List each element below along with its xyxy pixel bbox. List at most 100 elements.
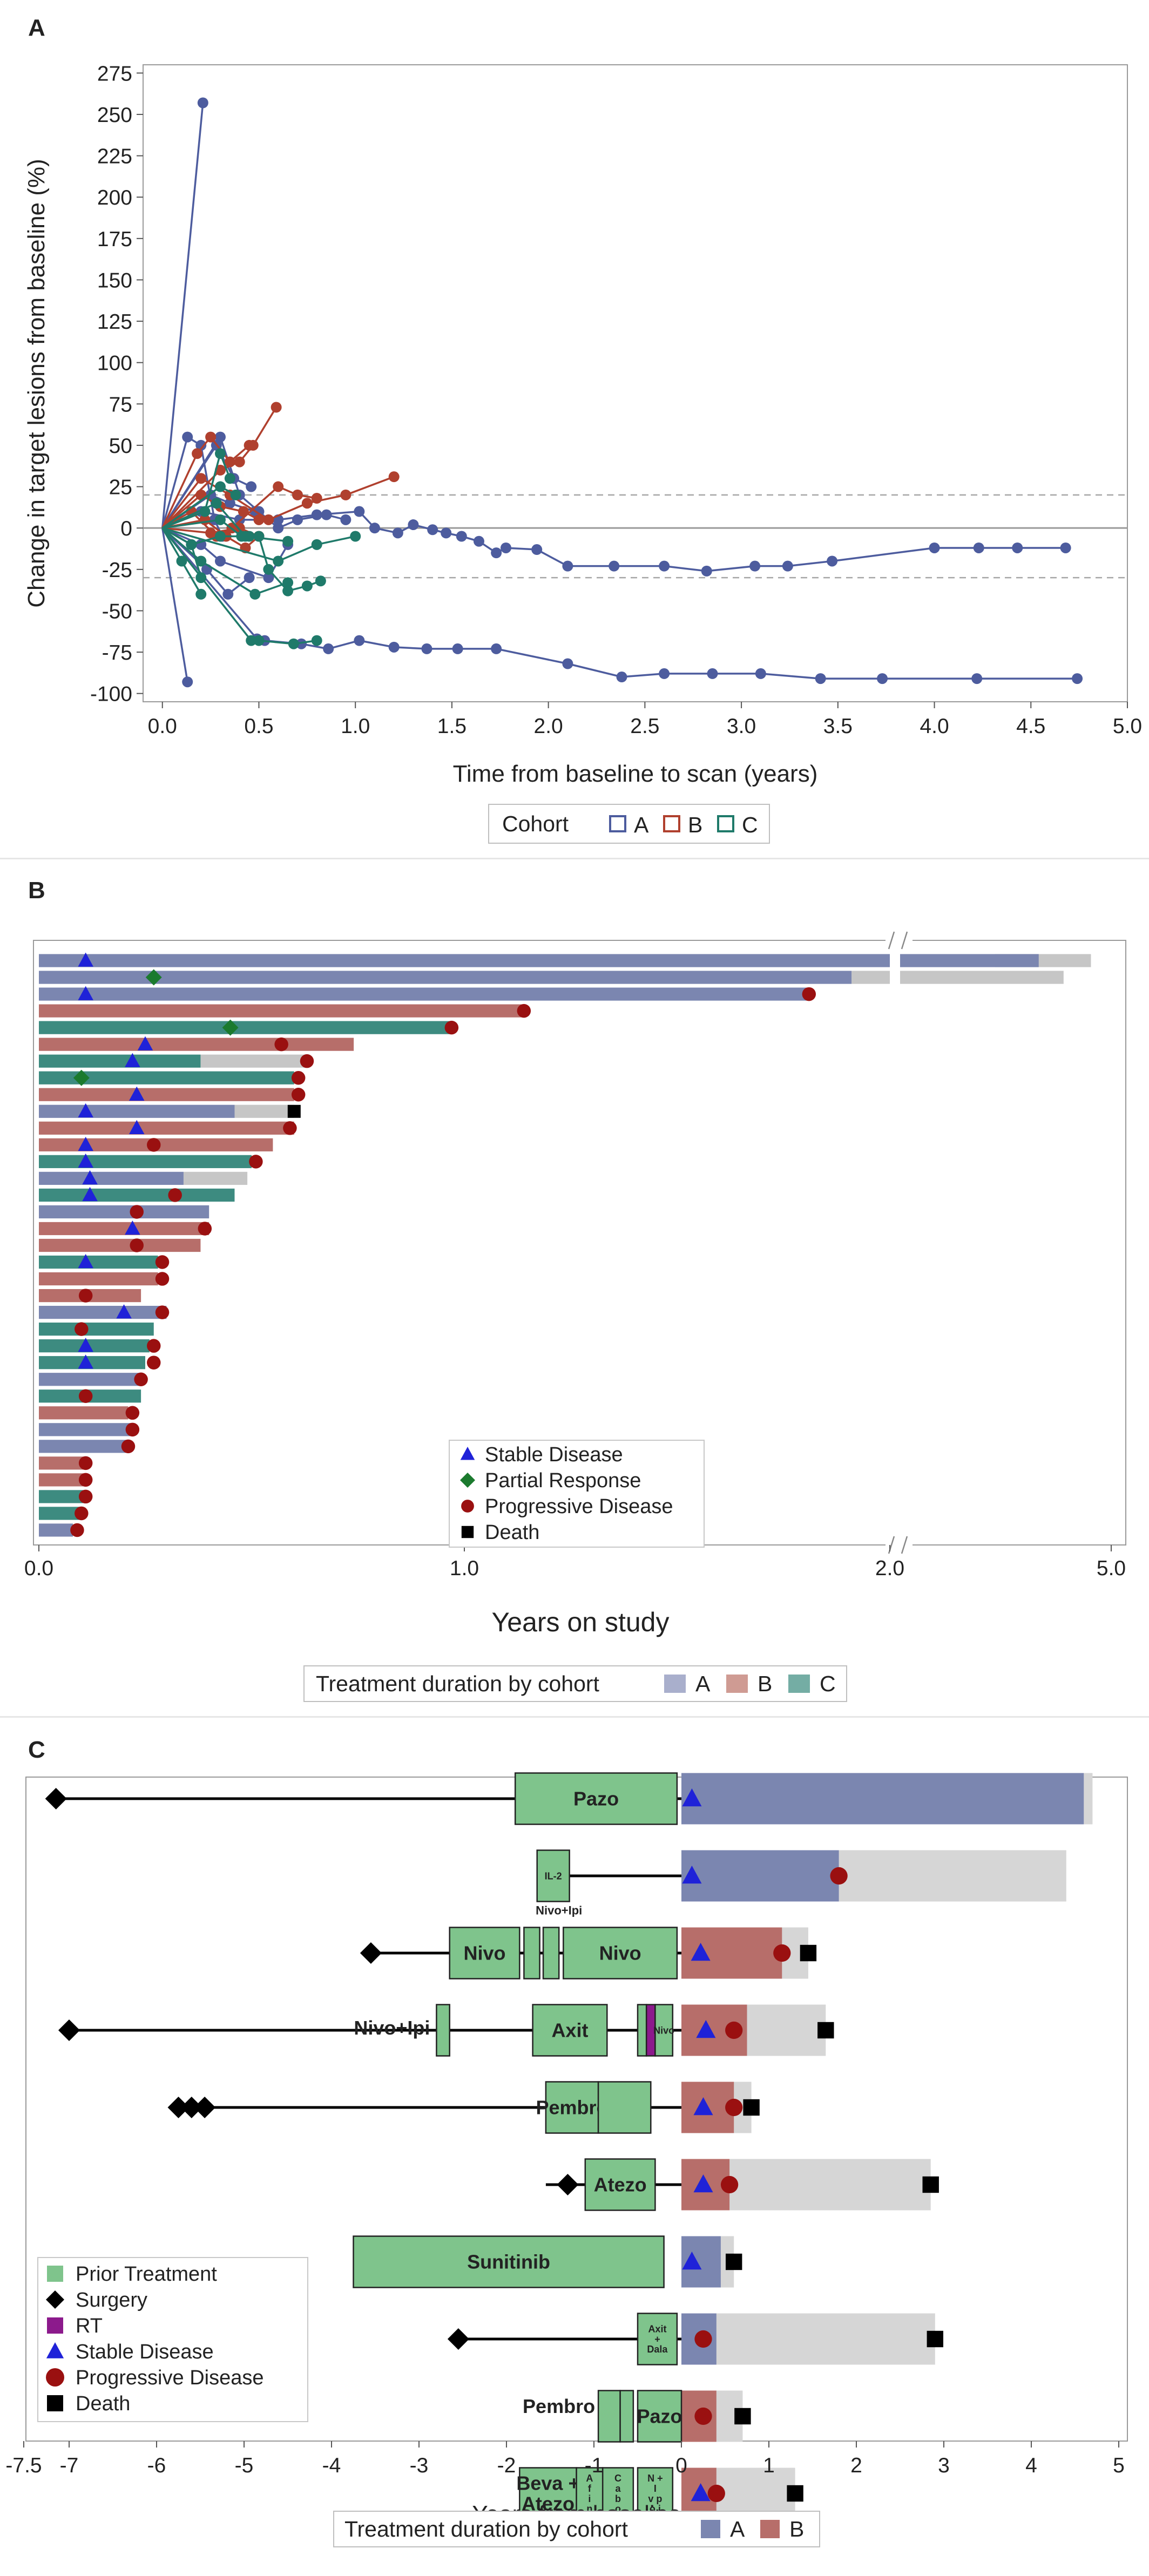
data-point [311, 635, 322, 646]
y-tick-label: 25 [109, 476, 132, 499]
row-cohort-A [39, 1205, 209, 1219]
data-point [340, 514, 352, 525]
x-tick-label: -4 [322, 2454, 341, 2477]
series-cohort-B [161, 471, 400, 529]
prior-treatment-bar [563, 1927, 678, 1980]
panel-label: B [28, 877, 45, 904]
row-cohort-A [39, 986, 816, 1001]
data-point [311, 539, 322, 550]
progressive-disease-marker [70, 1523, 84, 1537]
row-cohort-B [39, 1406, 140, 1420]
series-line [161, 103, 204, 528]
progressive-disease-marker [125, 1406, 140, 1420]
data-point [301, 498, 313, 509]
treatment-label: Nivo+Ipi [536, 1904, 582, 1917]
series-line [161, 527, 250, 596]
prior-treatment-bar [654, 2004, 674, 2057]
progressive-disease-marker [130, 1238, 144, 1252]
data-point [234, 456, 245, 467]
duration-bar [39, 1272, 158, 1286]
panel-label: A [28, 15, 45, 41]
prior-treatment-bar [597, 2081, 652, 2134]
x-tick-label: -7 [60, 2454, 79, 2477]
y-axis-label: Change in target lesions from baseline (… [23, 159, 50, 608]
legend-frame [303, 1665, 847, 1702]
x-tick-label: 1.0 [450, 1557, 479, 1580]
progressive-disease-marker [461, 1500, 474, 1513]
prior-treatment-label: Pembro [536, 2097, 608, 2119]
series-line [162, 527, 356, 562]
x-tick-label: 4.5 [1016, 715, 1045, 738]
prior-treatment-label: A [586, 2473, 593, 2484]
x-tick-label: 0.0 [148, 715, 177, 738]
marker-legend-label: Stable Disease [76, 2341, 214, 2363]
row-cohort-B [39, 1220, 212, 1236]
prior-treatment-label: a [616, 2483, 621, 2494]
prior-treatment-bar [536, 1849, 570, 1902]
duration-bar [39, 1440, 129, 1453]
progressive-disease-marker [134, 1372, 148, 1386]
x-tick-label: 2.0 [875, 1557, 904, 1580]
data-point [392, 527, 403, 539]
prior-treatment-label: C [614, 2473, 621, 2484]
stable-disease-marker [682, 2252, 702, 2270]
prior-treatment-label: v p [648, 2493, 662, 2504]
stable-disease-marker [129, 1086, 145, 1101]
series-cohort-A [161, 527, 193, 688]
progressive-disease-marker [78, 1456, 93, 1470]
data-point [827, 555, 838, 567]
row-cohort-C [39, 1506, 89, 1521]
prior-treatment-label: Nivo [463, 1942, 505, 1964]
legend-swatch [663, 815, 680, 832]
data-point [456, 531, 467, 542]
data-point [263, 514, 274, 525]
legend-swatch [609, 815, 626, 832]
x-tick-label: 1 [763, 2454, 775, 2477]
data-point [282, 577, 294, 588]
panel-background [0, 1718, 1149, 2576]
data-point [491, 547, 502, 559]
x-tick-label: 2 [850, 2454, 862, 2477]
progressive-disease-marker [694, 2330, 712, 2348]
series-line [162, 450, 231, 529]
prior-treatment-bar [597, 2390, 621, 2443]
prior-treatment-label: + [654, 2334, 660, 2344]
progressive-disease-marker [155, 1305, 170, 1319]
row-cohort-C [39, 1254, 170, 1269]
row-cohort-B [39, 1272, 170, 1286]
legend-swatch [701, 2520, 720, 2538]
surgery-marker [447, 2328, 469, 2350]
data-point [929, 542, 940, 553]
stable-disease-marker [691, 1943, 711, 1961]
legend-entry: B [789, 2517, 804, 2541]
death-marker [787, 2485, 803, 2502]
data-point [214, 448, 226, 459]
prior-treatment-label: Axit [551, 2019, 588, 2042]
y-tick-label: 150 [97, 269, 132, 292]
progressive-disease-marker [300, 1054, 314, 1068]
stable-disease-marker [682, 1788, 702, 1807]
data-point [195, 555, 207, 567]
x-tick-label: -6 [147, 2454, 166, 2477]
series-cohort-C [162, 527, 361, 567]
prior-treatment-label: Pazo [573, 1788, 619, 1810]
marker-legend-frame [37, 2257, 308, 2422]
y-tick-label: 75 [109, 393, 132, 416]
legend: Treatment duration by cohort A B C [303, 1665, 847, 1702]
row-cohort-A: Sunitinib [353, 2235, 742, 2288]
row-cohort-B [39, 1238, 201, 1252]
panel-label: C [28, 1737, 45, 1763]
x-tick-label: 4.0 [920, 715, 949, 738]
marker-legend-label: Partial Response [485, 1469, 641, 1492]
x-axis-label: Time from baseline to scan (years) [453, 761, 818, 787]
data-point [1012, 542, 1023, 553]
row-cohort-C [39, 1489, 93, 1504]
data-point [186, 539, 197, 550]
series-cohort-C [162, 448, 235, 529]
panel-background [0, 0, 1149, 859]
data-point [311, 509, 322, 520]
marker-legend-label: RT [76, 2315, 103, 2337]
row-cohort-A [39, 1304, 170, 1319]
prior-treatment-label: b [615, 2493, 621, 2504]
x-tick-label: 5.0 [1113, 715, 1142, 738]
